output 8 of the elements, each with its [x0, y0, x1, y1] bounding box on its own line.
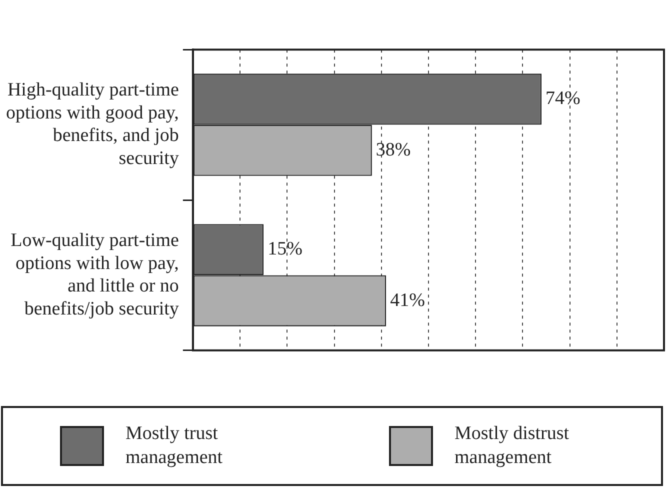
data-label: 15% — [268, 238, 303, 260]
legend-label: Mostly distrust management — [454, 422, 570, 470]
data-label: 74% — [546, 88, 581, 110]
data-label: 41% — [390, 290, 426, 311]
y-tick-label: Low-quality part-time options with low pay, and little or no benefits/job security — [10, 230, 180, 320]
data-label: 38% — [376, 139, 411, 160]
y-tick-label: High-quality part-time options with good pay, benefits, and job security — [6, 80, 180, 169]
legend-label: Mostly trust management — [126, 422, 224, 470]
